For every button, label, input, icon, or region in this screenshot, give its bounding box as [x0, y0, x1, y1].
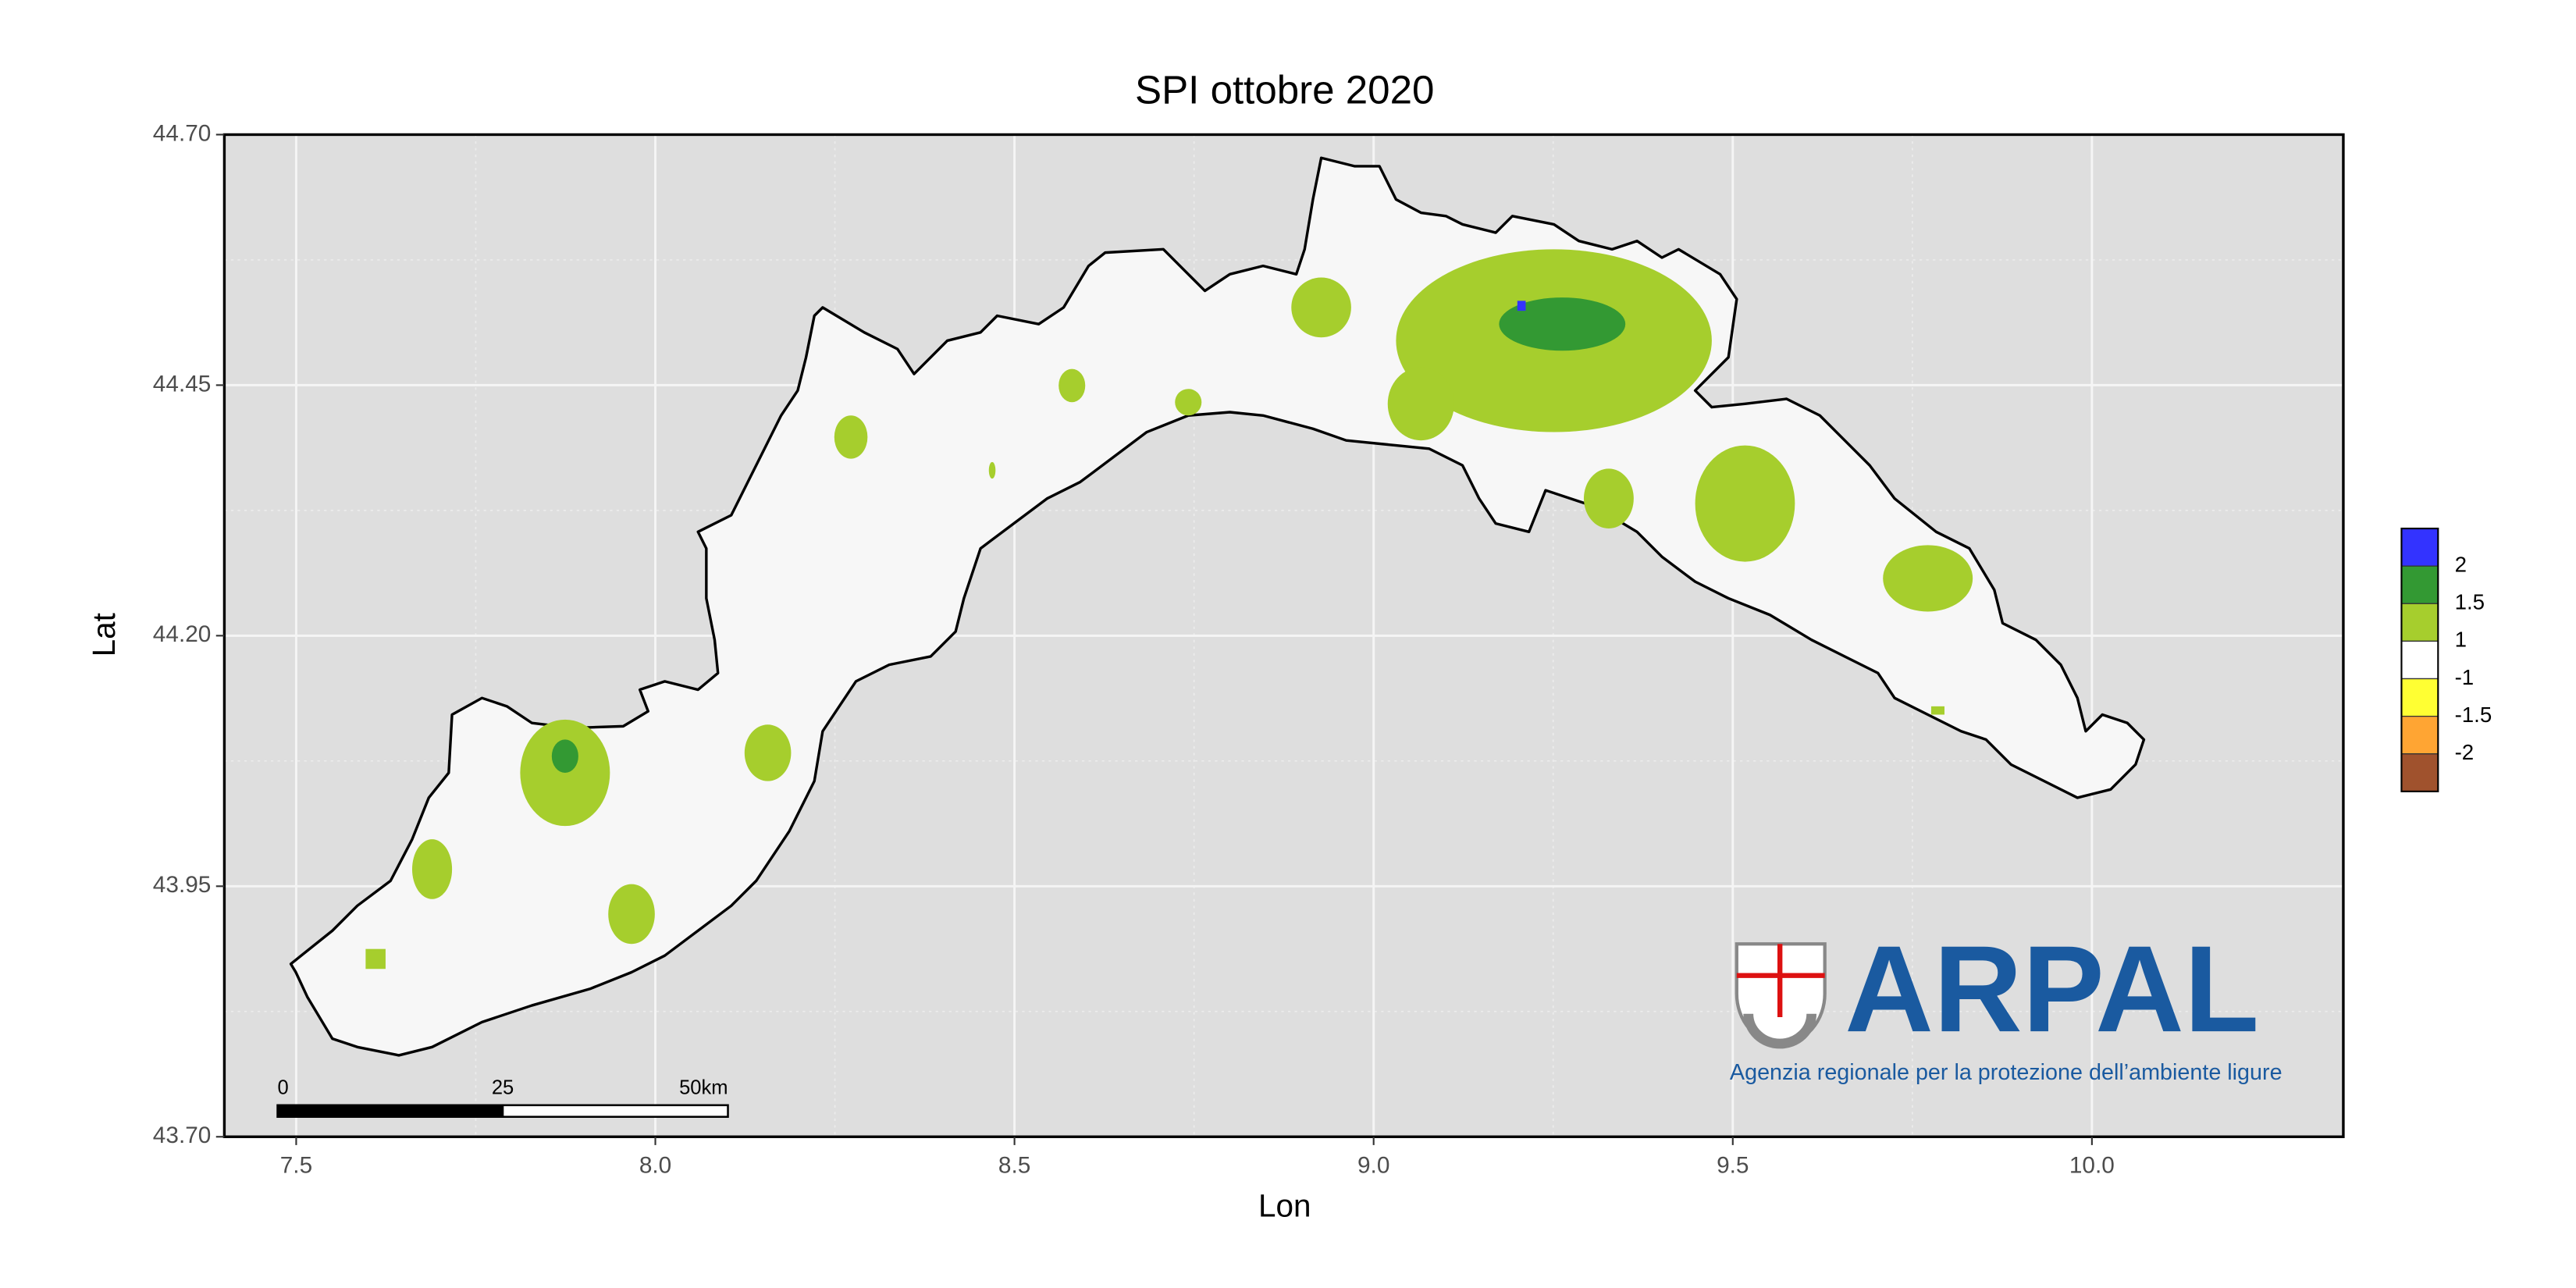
- spi-area: [412, 839, 453, 899]
- legend-label: -2: [2455, 740, 2475, 764]
- logo-subtitle: Agenzia regionale per la protezione dell…: [1730, 1060, 2282, 1085]
- x-tick-label: 8.5: [998, 1152, 1030, 1178]
- spi-area: [1695, 445, 1795, 562]
- spi-area: [1291, 277, 1351, 338]
- x-tick-label: 8.0: [639, 1152, 671, 1178]
- spi-area: [1930, 706, 1944, 715]
- scale-bar: 0 25 50km: [276, 1076, 729, 1118]
- spi-area: [365, 948, 386, 970]
- legend-frame: [2400, 527, 2439, 792]
- chart-title: SPI ottobre 2020: [1135, 68, 1434, 112]
- legend-label: -1.5: [2455, 703, 2492, 727]
- spi-area: [1387, 367, 1454, 441]
- legend-label: 2: [2455, 552, 2467, 576]
- region-map: [289, 156, 2146, 1057]
- y-tick-label: 43.95: [153, 872, 212, 898]
- x-tick-label: 10.0: [2069, 1152, 2115, 1178]
- legend-swatch: [2400, 753, 2439, 792]
- legend-swatch: [2400, 528, 2439, 567]
- spi-extreme-area: [1517, 301, 1526, 311]
- legend-swatch: [2400, 715, 2439, 755]
- legend-swatch: [2400, 603, 2439, 642]
- x-tick-label: 9.5: [1717, 1152, 1749, 1178]
- y-tick-label: 44.20: [153, 621, 212, 647]
- scale-label: 50km: [679, 1076, 728, 1098]
- legend-swatch: [2400, 640, 2439, 680]
- axes: Lon Lat 7.5 8.0 8.5 9.0 9.5 10.0 43.70 43.95 44.…: [86, 120, 2345, 1223]
- spi-area: [608, 884, 655, 945]
- spi-area: [1175, 389, 1202, 416]
- logo-arc: [1743, 1013, 1817, 1049]
- legend-swatch: [2400, 565, 2439, 604]
- scale-label: 0: [278, 1076, 289, 1098]
- spi-area: [988, 461, 996, 479]
- spi-area: [1883, 545, 1973, 612]
- spi-area: [551, 739, 578, 773]
- spi-area: [1583, 468, 1634, 529]
- spi-area: [1059, 368, 1086, 403]
- y-tick-label: 43.70: [153, 1123, 212, 1148]
- spi-area: [1499, 297, 1626, 351]
- legend-label: 1.5: [2455, 590, 2485, 614]
- logo: ARPAL Agenzia regionale per la protezion…: [1730, 920, 2282, 1085]
- x-axis-title: Lon: [1258, 1187, 1311, 1223]
- x-tick-label: 9.0: [1357, 1152, 1389, 1178]
- legend: 2 1.5 1 -1 -1.5 -2: [2400, 527, 2492, 792]
- legend-label: -1: [2455, 665, 2475, 689]
- legend-label: 1: [2455, 628, 2467, 652]
- scale-segment: [501, 1104, 729, 1118]
- legend-swatch: [2400, 678, 2439, 717]
- scale-label: 25: [492, 1076, 514, 1098]
- scale-segment: [276, 1104, 504, 1118]
- y-tick-label: 44.70: [153, 120, 212, 146]
- y-axis-title: Lat: [86, 613, 122, 656]
- spi-area: [744, 724, 792, 781]
- spi-area: [834, 415, 868, 459]
- logo-name: ARPAL: [1845, 920, 2259, 1058]
- x-tick-label: 7.5: [280, 1152, 312, 1178]
- y-tick-label: 44.45: [153, 371, 212, 397]
- spi-very-wet-areas: [551, 297, 1626, 773]
